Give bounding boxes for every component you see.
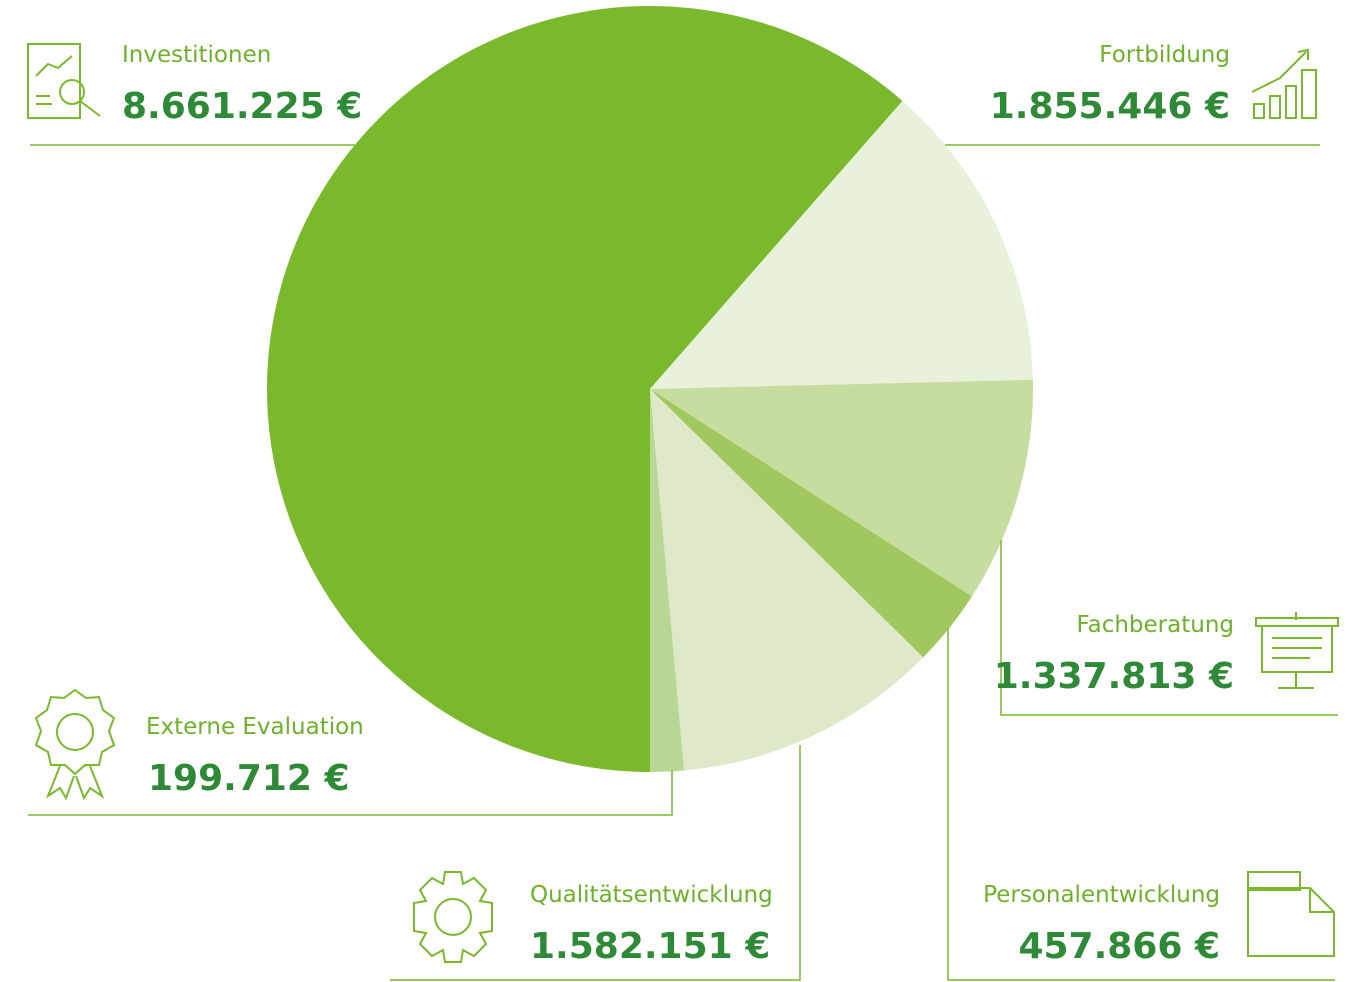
icon-presentation: [1255, 612, 1339, 689]
value-label: 1.337.813 €: [994, 656, 1234, 697]
value-label: 457.866 €: [1018, 926, 1220, 967]
category-label: Externe Evaluation: [146, 714, 364, 740]
icon-growth: [1251, 48, 1317, 119]
value-label: 8.661.225 €: [122, 86, 362, 127]
pie-slice: [650, 389, 972, 658]
value-label: 1.855.446 €: [990, 86, 1230, 127]
icon-report: [27, 43, 101, 119]
category-label: Fortbildung: [1099, 42, 1230, 68]
pie-slice: [650, 389, 924, 771]
icon-gear: [413, 871, 493, 963]
icons: [27, 43, 1339, 963]
pie: [266, 6, 1033, 773]
value-label: 199.712 €: [148, 758, 350, 799]
category-label: Qualitätsentwicklung: [530, 882, 773, 908]
category-label: Fachberatung: [1076, 612, 1234, 638]
leader-line: [947, 628, 1335, 981]
icon-documents: [1247, 871, 1335, 957]
leader-line: [390, 745, 801, 981]
pie-slice: [650, 379, 1033, 597]
category-label: Investitionen: [122, 42, 271, 68]
pie-slice: [650, 389, 685, 772]
icon-award: [34, 688, 116, 801]
leader-lines: [28, 144, 1338, 981]
pie-slice: [650, 100, 1033, 389]
category-label: Personalentwicklung: [983, 882, 1220, 908]
labels: Investitionen 8.661.225 € Fortbildung 1.855…: [122, 42, 1234, 967]
leader-line: [28, 770, 673, 816]
leader-line: [1000, 540, 1338, 716]
pie-slice: [266, 6, 903, 773]
value-label: 1.582.151 €: [530, 926, 770, 967]
